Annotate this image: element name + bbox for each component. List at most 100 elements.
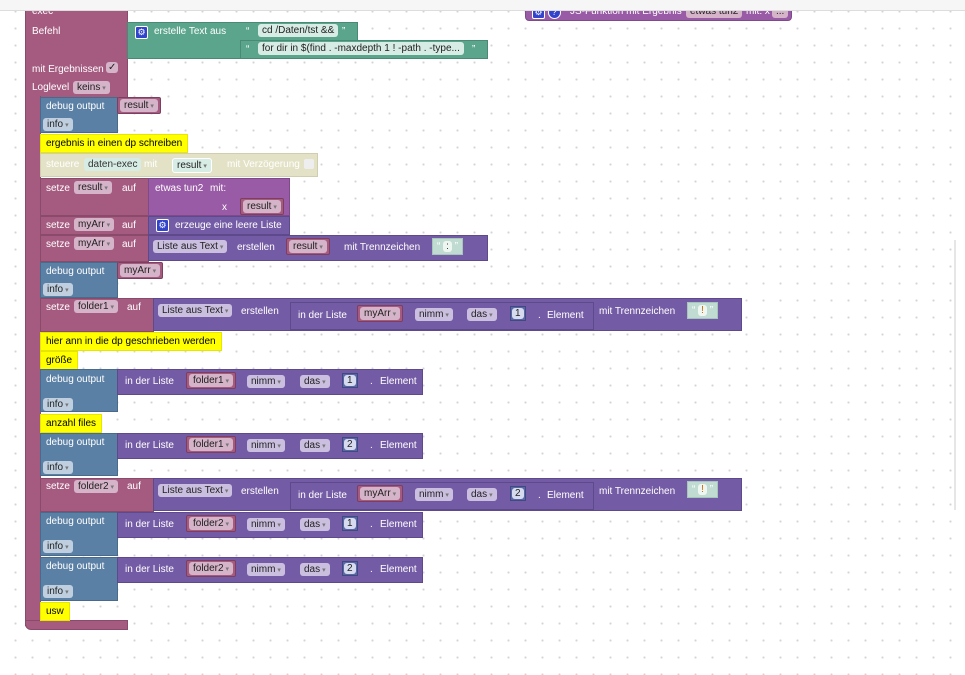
debug-level-dropdown[interactable]: info [43,540,73,553]
variable-myarr[interactable]: myArr [357,305,404,322]
where-dropdown[interactable]: das [467,308,497,321]
separator-label: mit Trennzeichen [344,242,421,253]
variable-folder1[interactable]: folder1 [186,372,237,389]
variable-folder2[interactable]: folder2 [186,560,237,577]
variable-folder2[interactable]: folder2 [186,515,237,532]
comment-block[interactable]: usw [40,602,70,621]
op-dropdown[interactable]: nimm [415,308,453,321]
auf-label: auf [122,183,136,194]
list-mode-dropdown[interactable]: Liste aus Text [153,240,228,253]
variable-result[interactable]: result [240,198,284,215]
variable-dropdown[interactable]: myArr [360,487,401,500]
index-number[interactable]: 2 [342,437,358,452]
variable-dropdown[interactable]: myArr [120,264,161,277]
debug-level-dropdown[interactable]: info [43,118,73,131]
list-mode-dropdown[interactable]: Liste aus Text [158,484,233,497]
variable-result[interactable]: result [286,238,330,255]
index-number[interactable]: 1 [342,373,358,388]
variable-dropdown[interactable]: result [243,200,281,213]
op-dropdown[interactable]: nimm [247,518,285,531]
variable-dropdown[interactable]: folder1 [189,438,234,451]
index-value[interactable]: 1 [344,518,356,529]
index-value[interactable]: 1 [512,308,524,319]
in-list-label: in der Liste [125,376,174,387]
exec-block-bottom [25,620,128,630]
set-result-block[interactable] [40,178,149,216]
debug-level-dropdown[interactable]: info [43,398,73,411]
comment-block[interactable]: anzahl files [40,414,103,433]
where-dropdown[interactable]: das [300,563,330,576]
with-results-checkbox[interactable]: ✓ [106,62,119,73]
auf-label: auf [127,302,141,313]
dot-label: . [538,310,541,321]
gear-icon[interactable]: ⚙ [135,26,148,39]
variable-result[interactable]: result [117,97,161,114]
index-number[interactable]: 2 [342,561,358,576]
separator-value[interactable]: ! [698,305,707,316]
index-number[interactable]: 1 [342,516,358,531]
where-dropdown[interactable]: das [300,439,330,452]
variable-dropdown[interactable]: folder1 [189,374,234,387]
erstellen-label: erstellen [237,242,275,253]
comment-block[interactable]: größe [40,351,79,370]
variable-dropdown[interactable]: folder1 [74,300,119,313]
comment-block[interactable]: ergebnis in einen dp schreiben [40,134,189,153]
gear-icon[interactable]: ⚙ [156,219,169,232]
index-value[interactable]: 2 [344,563,356,574]
control-var[interactable]: result [172,158,212,173]
comment-block[interactable]: hier ann in die dp geschrieben werden [40,332,222,351]
empty-list-block[interactable] [148,216,290,235]
variable-myarr[interactable]: myArr [357,485,404,502]
exec-label: exec [32,6,54,17]
op-dropdown[interactable]: nimm [415,488,453,501]
separator-value[interactable]: ! [698,484,707,495]
index-number[interactable]: 1 [510,306,526,321]
variable-dropdown[interactable]: myArr [74,237,115,250]
variable-dropdown[interactable]: myArr [360,307,401,320]
separator-text[interactable]: “ ! ” [687,302,719,319]
variable-myarr[interactable]: myArr [117,262,164,279]
scrollbar[interactable] [954,240,956,510]
variable-dropdown[interactable]: folder2 [189,562,234,575]
debug-level-dropdown[interactable]: info [43,283,73,296]
list-mode-dropdown[interactable]: Liste aus Text [158,304,233,317]
setze-label: setze [46,220,70,231]
variable-dropdown[interactable]: result [74,181,112,194]
text-item-2[interactable]: for dir in $(find . -maxdepth 1 ! -path … [258,42,464,55]
separator-text[interactable]: “ : ” [432,238,464,255]
separator-text[interactable]: “ ! ” [687,481,719,498]
index-number[interactable]: 2 [510,486,526,501]
variable-dropdown[interactable]: folder2 [74,480,119,493]
element-label: Element [380,564,417,575]
op-dropdown[interactable]: nimm [247,439,285,452]
befehl-label: Befehl [32,26,61,37]
delay-label: mit Verzögerung [227,159,300,170]
index-value[interactable]: 2 [512,488,524,499]
where-dropdown[interactable]: das [300,375,330,388]
variable-dropdown[interactable]: myArr [74,218,115,231]
where-dropdown[interactable]: das [467,488,497,501]
text-item-1[interactable]: cd /Daten/tst && [258,24,339,37]
debug-level-dropdown[interactable]: info [43,585,73,598]
control-target[interactable]: daten-exec [84,158,142,171]
variable-dropdown[interactable]: result [289,240,327,253]
loglevel-dropdown[interactable]: keins [73,81,110,94]
separator-value[interactable]: : [443,241,452,252]
quote-close-icon: ” [709,484,714,495]
debug-label: debug output [46,266,105,277]
debug-level-dropdown[interactable]: info [43,461,73,474]
delay-checkbox[interactable] [304,159,314,169]
dot-label: . [370,564,373,575]
variable-folder1[interactable]: folder1 [186,436,237,453]
dot-label: . [370,440,373,451]
in-list-label: in der Liste [298,490,347,501]
op-dropdown[interactable]: nimm [247,563,285,576]
variable-dropdown[interactable]: result [120,99,158,112]
index-value[interactable]: 1 [344,375,356,386]
op-dropdown[interactable]: nimm [247,375,285,388]
index-value[interactable]: 2 [344,439,356,450]
where-dropdown[interactable]: das [300,518,330,531]
in-list-label: in der Liste [125,564,174,575]
element-label: Element [380,440,417,451]
variable-dropdown[interactable]: folder2 [189,517,234,530]
